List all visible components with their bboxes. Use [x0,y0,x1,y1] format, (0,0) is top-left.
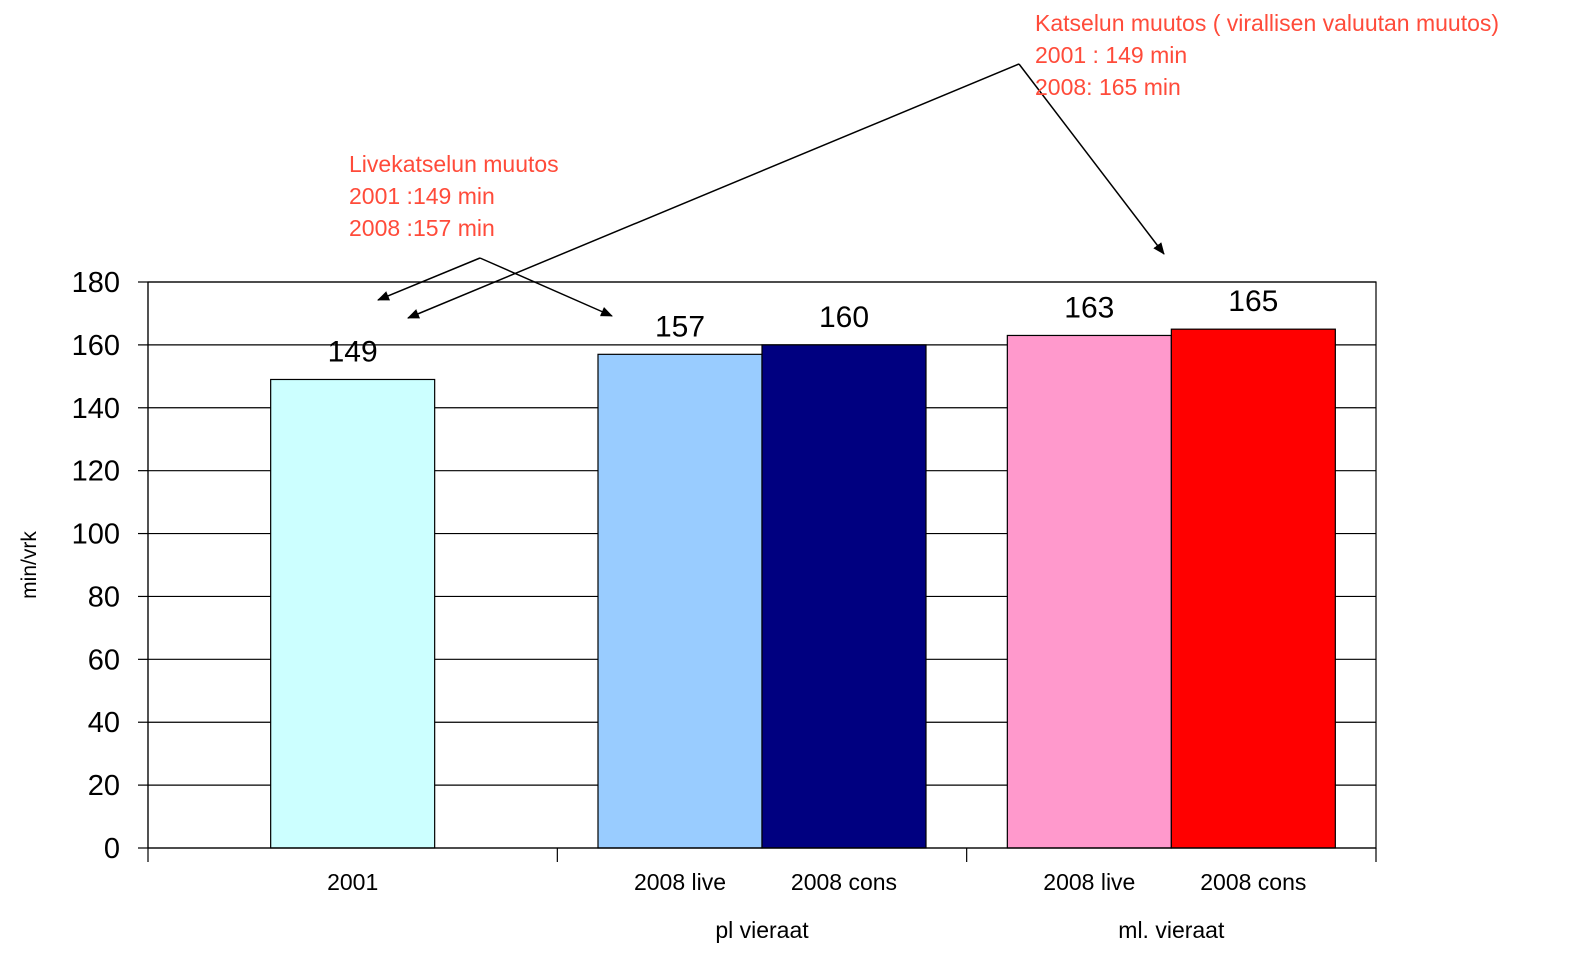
bar [1006,334,1172,849]
x-group-label: ml. vieraat [1118,917,1225,943]
bar [761,344,927,849]
data-label: 165 [1228,285,1278,318]
y-tick-label: 180 [72,267,120,299]
x-category-label: 2008 cons [1200,869,1306,895]
x-category-label: 2008 cons [791,869,897,895]
y-tick-label: 0 [104,833,120,865]
x-group-label: pl vieraat [715,917,809,943]
y-tick-label: 120 [72,456,120,488]
bar [270,378,436,849]
y-axis-title: min/vrk [18,531,41,599]
live-change-arrow-right [479,257,613,317]
x-category-label: 2001 [327,869,378,895]
y-tick-label: 60 [88,644,120,676]
y-tick-label: 160 [72,330,120,362]
total-change-2008: 2008: 165 min [1035,74,1181,100]
axes [138,281,1377,862]
y-tick-label: 140 [72,393,120,425]
live-change-2008: 2008 :157 min [349,215,495,241]
bar [1170,328,1336,849]
y-tick-label: 20 [88,770,120,802]
x-category-label: 2008 live [1043,869,1135,895]
live-change-arrow-left [377,257,481,301]
total-change-2001: 2001 : 149 min [1035,42,1188,68]
data-label: 163 [1064,291,1114,324]
x-category-label: 2008 live [634,869,726,895]
total-change-annotation: Katselun muutos ( virallisen valuutan mu… [1035,7,1499,103]
data-label: 149 [328,335,378,368]
y-tick-label: 80 [88,581,120,613]
total-change-arrow-left [407,63,1020,319]
data-label: 160 [819,301,869,334]
live-change-annotation: Livekatselun muutos 2001 :149 min 2008 :… [349,148,559,244]
labels: 0 20 40 60 80 100 120 140 160 180 149 2001 157 2008 l… [18,267,1306,943]
live-change-2001: 2001 :149 min [349,183,495,209]
live-change-title: Livekatselun muutos [349,151,559,177]
total-change-title: Katselun muutos ( virallisen valuutan mu… [1035,10,1500,36]
annotation-arrows [377,63,1165,319]
y-tick-label: 100 [72,519,120,551]
bars [270,328,1336,849]
data-label: 157 [655,310,705,343]
bar [597,353,763,849]
y-tick-label: 40 [88,707,120,739]
total-change-arrow-right [1018,63,1165,255]
